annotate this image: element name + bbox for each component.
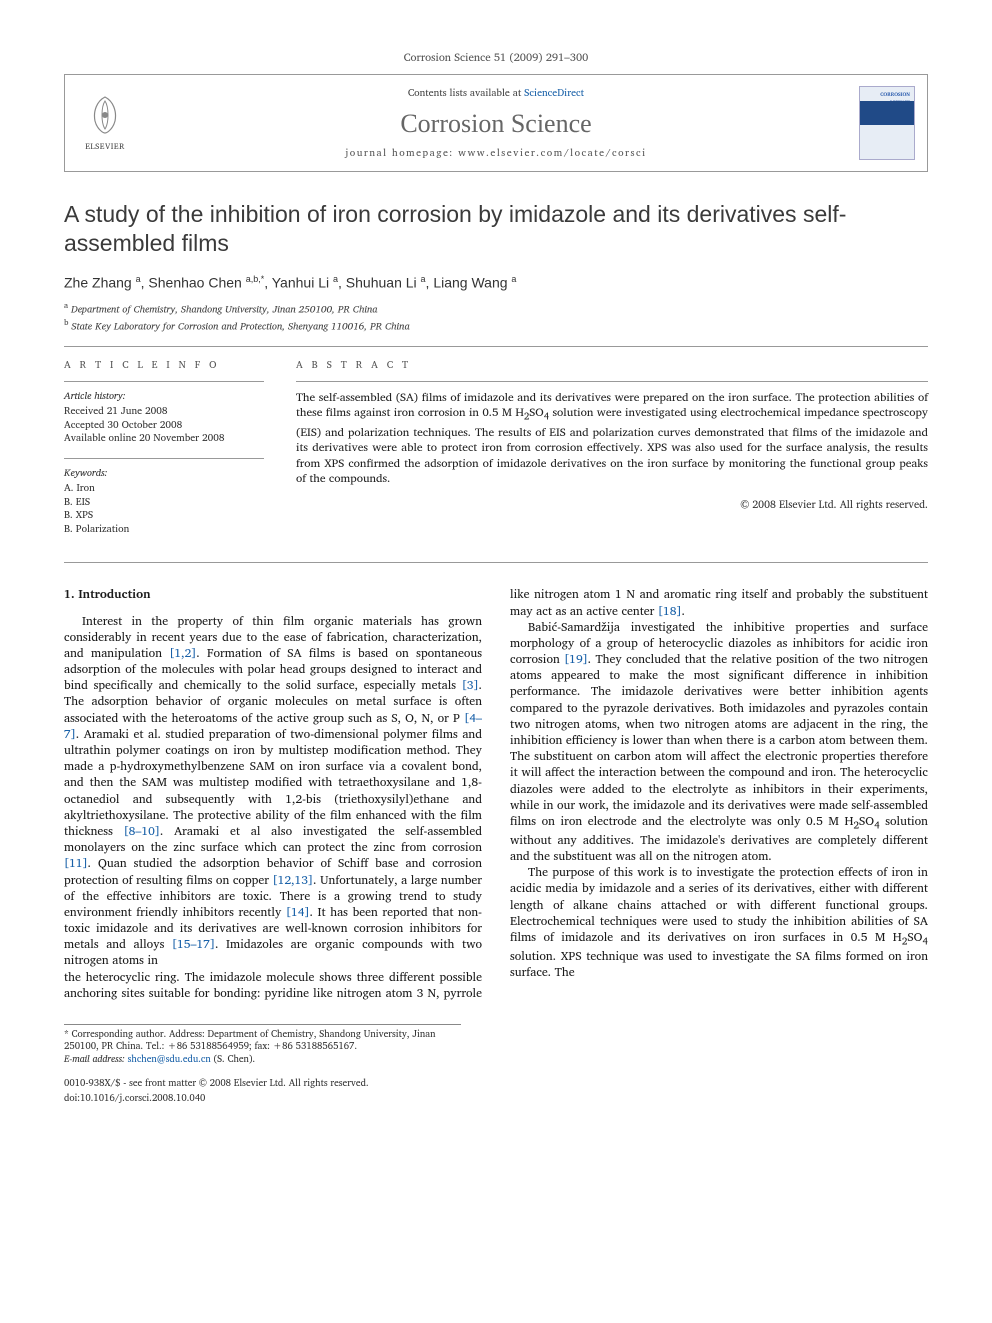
abstract-label: A B S T R A C T <box>296 357 928 373</box>
homepage-line: journal homepage: www.elsevier.com/locat… <box>145 145 847 161</box>
homepage-url[interactable]: www.elsevier.com/locate/corsci <box>458 145 647 161</box>
keyword-line: B. EIS <box>64 496 264 510</box>
journal-reference: Corrosion Science 51 (2009) 291–300 <box>64 48 928 66</box>
intro-para-2: Babić-Samardžija investigated the inhibi… <box>510 620 928 866</box>
elsevier-logo: ELSEVIER <box>77 91 133 155</box>
section-1-heading: 1. Introduction <box>64 587 482 603</box>
history-line: Available online 20 November 2008 <box>64 432 264 446</box>
meta-rule-2 <box>64 458 264 459</box>
contents-line: Contents lists available at ScienceDirec… <box>145 85 847 101</box>
sciencedirect-link[interactable]: ScienceDirect <box>524 85 584 101</box>
meta-rule-3 <box>296 381 928 382</box>
article-info-label: A R T I C L E I N F O <box>64 357 264 373</box>
publisher-name: ELSEVIER <box>85 139 125 153</box>
intro-para-3: The purpose of this work is to investiga… <box>510 865 928 981</box>
contents-prefix: Contents lists available at <box>408 85 524 101</box>
rule-bottom <box>64 562 928 563</box>
footer-doi: doi:10.1016/j.corsci.2008.10.040 <box>64 1091 928 1106</box>
corr-email-link[interactable]: shchen@sdu.edu.cn <box>128 1052 211 1067</box>
keyword-line: A. Iron <box>64 482 264 496</box>
keywords-label: Keywords: <box>64 467 264 481</box>
authors-line: Zhe Zhang a, Shenhao Chen a,b,*, Yanhui … <box>64 274 928 291</box>
journal-header: ELSEVIER Contents lists available at Sci… <box>64 74 928 172</box>
paper-title: A study of the inhibition of iron corros… <box>64 200 928 258</box>
corresponding-author-footnote: * Corresponding author. Address: Departm… <box>64 1024 461 1066</box>
email-label: E-mail address: <box>64 1052 125 1067</box>
abstract-text: The self-assembled (SA) films of imidazo… <box>296 390 928 487</box>
corr-email-suffix: (S. Chen). <box>214 1052 256 1067</box>
keyword-line: B. Polarization <box>64 523 264 537</box>
body-columns: 1. Introduction Interest in the property… <box>64 587 928 1002</box>
abstract-copyright: © 2008 Elsevier Ltd. All rights reserved… <box>296 495 928 513</box>
history-label: Article history: <box>64 390 264 404</box>
journal-cover-thumb: CORROSIONSCIENCE <box>859 86 915 160</box>
affiliations: a Department of Chemistry, Shandong Univ… <box>64 300 928 334</box>
rule-top <box>64 346 928 347</box>
intro-para-1: Interest in the property of thin film or… <box>64 614 482 970</box>
homepage-prefix: journal homepage: <box>345 145 458 161</box>
footer-issn: 0010-938X/$ - see front matter © 2008 El… <box>64 1076 928 1091</box>
meta-rule-1 <box>64 381 264 382</box>
corr-author-text: * Corresponding author. Address: Departm… <box>64 1029 461 1054</box>
journal-title: Corrosion Science <box>145 109 847 139</box>
